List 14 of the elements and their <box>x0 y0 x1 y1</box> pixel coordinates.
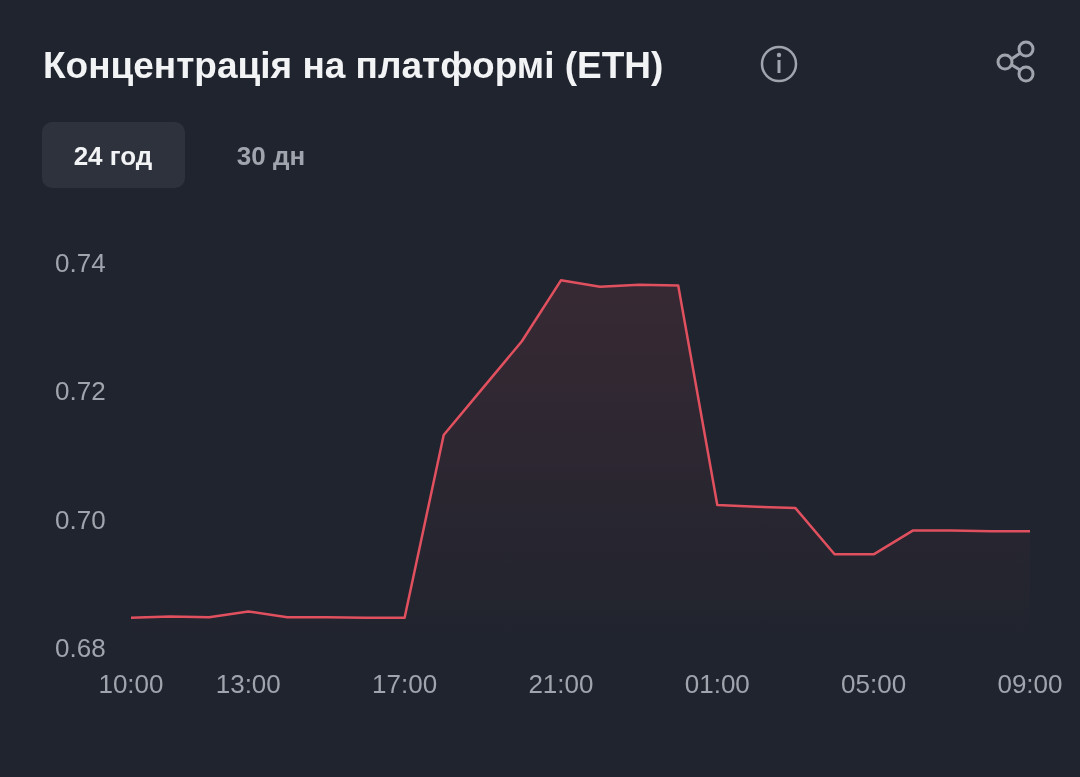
x-tick-label: 17:00 <box>372 669 438 699</box>
x-tick-label: 05:00 <box>841 669 907 699</box>
y-tick-label: 0.68 <box>55 633 106 664</box>
y-tick-label: 0.70 <box>55 504 106 535</box>
chart-title: Концентрація на платформі (ETH) <box>43 45 664 86</box>
y-tick-label: 0.72 <box>55 376 106 407</box>
text: 30 дн <box>236 141 306 171</box>
x-tick-label: 21:00 <box>528 669 594 699</box>
x-tick-label: 13:00 <box>215 669 281 699</box>
text: 24 год <box>73 141 153 171</box>
x-tick-label: 10:00 <box>98 669 164 699</box>
x-tick-label: 09:00 <box>997 669 1063 699</box>
x-tick-label: 01:00 <box>684 669 750 699</box>
y-tick-label: 0.74 <box>55 248 106 279</box>
